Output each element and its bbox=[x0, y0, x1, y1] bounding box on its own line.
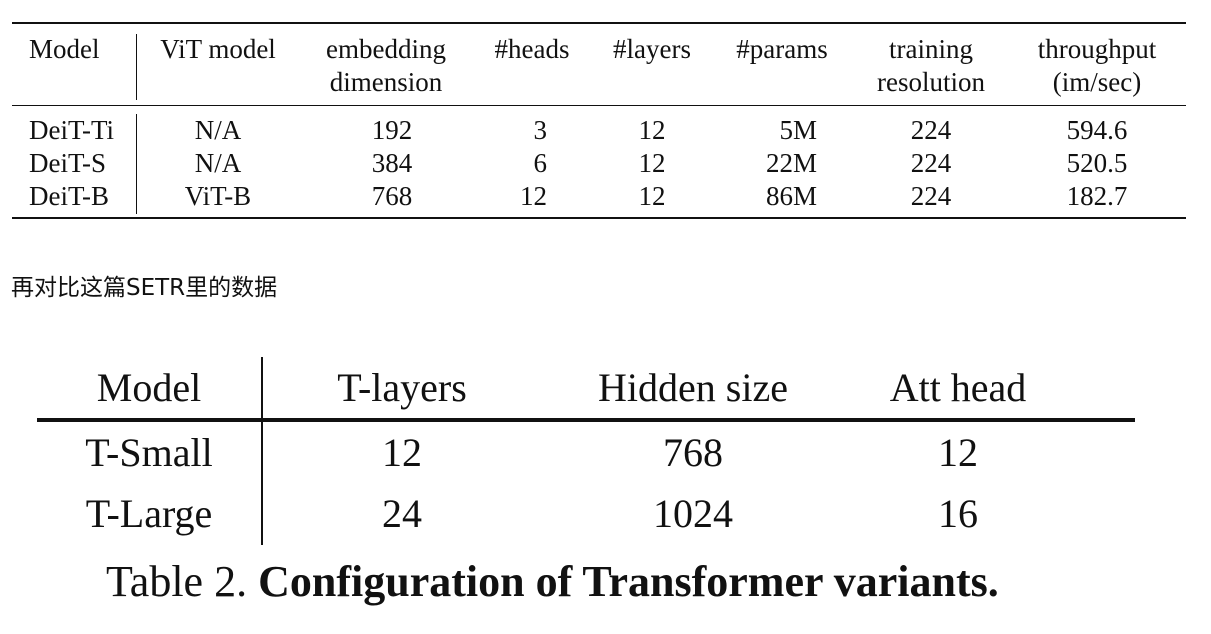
header-t-layers: T-layers bbox=[337, 365, 467, 410]
table-cell: 12 bbox=[638, 115, 666, 145]
table-cell: 594.6 bbox=[1066, 115, 1128, 145]
table-cell: 224 bbox=[910, 115, 952, 145]
table-cell: N/A bbox=[194, 115, 242, 145]
header-throughput-line2: (im/sec) bbox=[1052, 67, 1142, 97]
table-cell: 12 bbox=[382, 430, 422, 475]
header-model: Model bbox=[29, 34, 100, 64]
header-throughput-line1: throughput bbox=[1037, 34, 1157, 64]
table-cell: 224 bbox=[910, 148, 952, 178]
table-cell: 3 bbox=[533, 115, 548, 145]
header-vit-model: ViT model bbox=[160, 34, 276, 64]
table-cell: 22M bbox=[765, 148, 817, 178]
header-att-head: Att head bbox=[889, 365, 1027, 410]
table-cell: 224 bbox=[910, 181, 952, 211]
header-model: Model bbox=[96, 365, 202, 410]
table-cell: 384 bbox=[371, 148, 413, 178]
table-cell: N/A bbox=[194, 148, 242, 178]
table-cell: 768 bbox=[663, 430, 723, 475]
header-hidden-size: Hidden size bbox=[598, 365, 788, 410]
table-cell: 24 bbox=[382, 491, 422, 536]
table-cell: 12 bbox=[938, 430, 978, 475]
column-divider bbox=[136, 114, 137, 214]
table-cell: 768 bbox=[371, 181, 413, 211]
table-cell: 16 bbox=[938, 491, 978, 536]
column-divider bbox=[136, 34, 137, 100]
deit-config-table: Model ViT model embedding dimension #hea… bbox=[12, 22, 1186, 219]
caption-title: Configuration of Transformer variants. bbox=[258, 557, 999, 606]
table-cell: T-Small bbox=[85, 430, 213, 475]
table-caption: Table 2. Configuration of Transformer va… bbox=[106, 556, 999, 608]
table-cell: 182.7 bbox=[1066, 181, 1128, 211]
caption-label: Table 2. bbox=[106, 557, 248, 606]
table-cell: DeiT-Ti bbox=[29, 115, 115, 145]
comparison-note: 再对比这篇SETR里的数据 bbox=[11, 275, 278, 301]
column-divider bbox=[261, 357, 263, 545]
header-embedding-line2: dimension bbox=[329, 67, 443, 97]
table-cell: 6 bbox=[533, 148, 548, 178]
table-cell: 5M bbox=[779, 115, 817, 145]
header-rule bbox=[12, 105, 1186, 106]
header-params: #params bbox=[736, 34, 828, 64]
table-cell: 12 bbox=[638, 148, 666, 178]
table-cell: T-Large bbox=[85, 491, 213, 536]
table-cell: DeiT-S bbox=[29, 148, 107, 178]
table-cell: ViT-B bbox=[184, 181, 252, 211]
header-embedding-line1: embedding bbox=[326, 34, 446, 64]
table-cell: 12 bbox=[638, 181, 666, 211]
table-cell: 12 bbox=[520, 181, 547, 211]
table-cell: 520.5 bbox=[1066, 148, 1128, 178]
header-rule bbox=[37, 418, 1135, 422]
table-cell: 192 bbox=[371, 115, 413, 145]
header-heads: #heads bbox=[494, 34, 570, 64]
table-cell: 86M bbox=[765, 181, 817, 211]
header-layers: #layers bbox=[613, 34, 691, 64]
header-training-line1: training bbox=[889, 34, 973, 64]
table-cell: 1024 bbox=[653, 491, 733, 536]
header-training-line2: resolution bbox=[877, 67, 985, 97]
table-cell: DeiT-B bbox=[29, 181, 109, 211]
